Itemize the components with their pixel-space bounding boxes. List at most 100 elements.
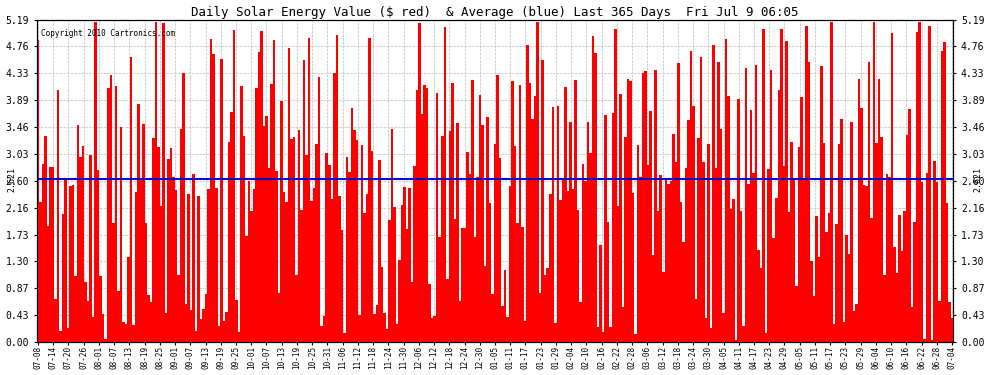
Bar: [145, 224, 148, 342]
Title: Daily Solar Energy Value ($ red)  & Average (blue) Last 365 Days  Fri Jul 9 06:0: Daily Solar Energy Value ($ red) & Avera…: [191, 6, 799, 18]
Bar: [388, 220, 391, 342]
Bar: [451, 83, 453, 342]
Bar: [51, 167, 54, 342]
Bar: [56, 90, 59, 342]
Bar: [486, 117, 489, 342]
Bar: [549, 194, 551, 342]
Bar: [346, 157, 348, 342]
Bar: [112, 223, 115, 342]
Bar: [348, 172, 350, 342]
Bar: [705, 318, 707, 342]
Bar: [270, 84, 273, 342]
Bar: [875, 142, 878, 342]
Bar: [870, 218, 873, 342]
Bar: [599, 245, 602, 342]
Bar: [47, 226, 50, 342]
Bar: [940, 51, 943, 342]
Bar: [273, 40, 275, 342]
Bar: [594, 53, 597, 342]
Bar: [378, 160, 381, 342]
Bar: [677, 63, 679, 342]
Bar: [582, 164, 584, 342]
Bar: [421, 114, 424, 342]
Bar: [293, 137, 295, 342]
Bar: [471, 80, 473, 342]
Bar: [61, 214, 64, 342]
Bar: [644, 71, 646, 342]
Bar: [40, 202, 42, 342]
Bar: [868, 62, 870, 342]
Bar: [931, 340, 934, 342]
Bar: [818, 257, 820, 342]
Bar: [800, 97, 803, 342]
Bar: [587, 122, 589, 342]
Bar: [775, 198, 777, 342]
Bar: [215, 188, 218, 342]
Bar: [223, 321, 225, 342]
Bar: [401, 206, 403, 342]
Bar: [539, 293, 542, 342]
Bar: [416, 90, 419, 342]
Bar: [674, 162, 677, 342]
Bar: [576, 210, 579, 342]
Bar: [436, 93, 439, 342]
Bar: [852, 311, 855, 342]
Bar: [627, 79, 630, 342]
Bar: [383, 314, 386, 342]
Bar: [630, 81, 632, 342]
Bar: [744, 68, 747, 342]
Bar: [170, 148, 172, 342]
Bar: [177, 274, 180, 342]
Bar: [863, 185, 865, 342]
Bar: [682, 242, 685, 342]
Bar: [496, 75, 499, 342]
Bar: [99, 276, 102, 342]
Bar: [484, 266, 486, 342]
Bar: [556, 106, 559, 342]
Bar: [865, 186, 868, 342]
Bar: [903, 211, 906, 342]
Bar: [780, 28, 782, 342]
Bar: [765, 333, 767, 342]
Bar: [210, 39, 213, 342]
Bar: [241, 86, 243, 342]
Bar: [202, 309, 205, 342]
Bar: [208, 189, 210, 342]
Bar: [782, 166, 785, 342]
Bar: [197, 196, 200, 342]
Bar: [554, 324, 556, 342]
Bar: [757, 249, 760, 342]
Bar: [298, 130, 300, 342]
Bar: [358, 315, 360, 342]
Bar: [873, 22, 875, 342]
Bar: [403, 187, 406, 342]
Bar: [162, 23, 164, 342]
Bar: [687, 120, 690, 342]
Bar: [700, 57, 702, 342]
Bar: [810, 261, 813, 342]
Bar: [350, 108, 353, 342]
Bar: [250, 211, 252, 342]
Bar: [667, 184, 669, 342]
Bar: [344, 333, 346, 342]
Bar: [225, 312, 228, 342]
Bar: [798, 147, 800, 342]
Bar: [640, 177, 642, 342]
Bar: [690, 51, 692, 342]
Bar: [456, 123, 458, 342]
Bar: [238, 332, 241, 342]
Bar: [426, 88, 429, 342]
Bar: [823, 144, 826, 342]
Bar: [473, 237, 476, 342]
Bar: [228, 142, 230, 342]
Bar: [491, 294, 494, 342]
Bar: [50, 166, 51, 342]
Bar: [901, 251, 903, 342]
Bar: [506, 317, 509, 342]
Bar: [749, 110, 752, 342]
Bar: [257, 52, 260, 342]
Bar: [945, 203, 948, 342]
Bar: [820, 66, 823, 342]
Bar: [132, 325, 135, 342]
Bar: [243, 135, 246, 342]
